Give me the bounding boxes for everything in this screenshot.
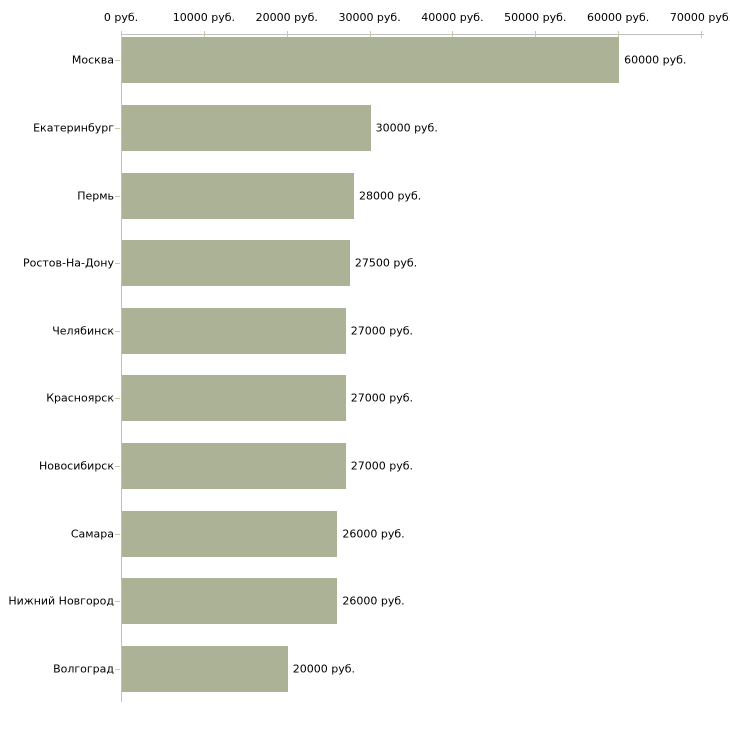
bar <box>122 645 288 692</box>
value-label: 27000 руб. <box>350 459 413 473</box>
x-axis-tick-label: 60000 руб. <box>587 11 650 24</box>
category-tick-mark <box>115 533 120 535</box>
x-axis-tick-mark <box>618 31 620 38</box>
value-label: 27000 руб. <box>350 324 413 338</box>
x-axis-tick-mark <box>286 31 288 38</box>
x-axis-tick-label: 20000 руб. <box>255 11 318 24</box>
value-label: 28000 руб. <box>359 189 422 203</box>
x-axis-tick-label: 50000 руб. <box>504 11 567 24</box>
value-label: 27000 руб. <box>350 391 413 405</box>
category-tick-mark <box>115 60 120 62</box>
category-label: Волгоград <box>53 662 114 676</box>
y-axis-line <box>121 34 122 702</box>
bar <box>122 172 354 219</box>
category-label: Пермь <box>77 189 114 203</box>
category-label: Екатеринбург <box>33 121 114 135</box>
bar <box>122 240 350 287</box>
category-label: Нижний Новгород <box>8 594 114 608</box>
category-tick-mark <box>115 195 120 197</box>
category-tick-mark <box>115 466 120 467</box>
x-axis-tick-label: 10000 руб. <box>172 11 235 24</box>
x-axis-tick-label: 0 руб. <box>103 11 139 24</box>
bar <box>122 307 346 354</box>
bar <box>122 443 346 489</box>
category-label: Самара <box>70 527 114 541</box>
x-axis-tick-mark <box>535 31 537 38</box>
category-tick-mark <box>115 330 120 332</box>
category-label: Челябинск <box>52 324 114 338</box>
x-axis-tick-label: 30000 руб. <box>338 11 401 24</box>
value-label: 60000 руб. <box>624 53 687 67</box>
value-label: 26000 руб. <box>342 594 405 608</box>
x-axis-tick-mark <box>369 31 371 38</box>
category-label: Новосибирск <box>38 459 114 473</box>
x-axis-tick-mark <box>203 31 205 38</box>
category-tick-mark <box>115 128 120 129</box>
bar <box>122 105 371 151</box>
bar <box>122 578 338 625</box>
category-tick-mark <box>115 668 120 670</box>
value-label: 26000 руб. <box>342 527 405 541</box>
category-tick-mark <box>115 398 120 400</box>
category-label: Красноярск <box>46 391 114 405</box>
category-tick-mark <box>115 263 120 265</box>
value-label: 20000 руб. <box>292 662 355 676</box>
value-label: 27500 руб. <box>354 256 418 270</box>
category-tick-mark <box>115 601 120 603</box>
x-axis-tick-label: 40000 руб. <box>421 11 484 24</box>
x-axis-tick-mark <box>701 31 703 38</box>
x-axis-tick-label: 70000 руб. <box>669 11 730 24</box>
bar <box>122 375 346 422</box>
category-label: Ростов-На-Дону <box>22 256 114 270</box>
bar <box>122 510 338 557</box>
x-axis-line <box>121 34 704 35</box>
bar <box>122 37 620 84</box>
x-axis-tick-mark <box>121 31 122 38</box>
value-label: 30000 руб. <box>375 121 438 135</box>
x-axis-tick-mark <box>452 31 454 38</box>
category-label: Москва <box>71 53 114 67</box>
